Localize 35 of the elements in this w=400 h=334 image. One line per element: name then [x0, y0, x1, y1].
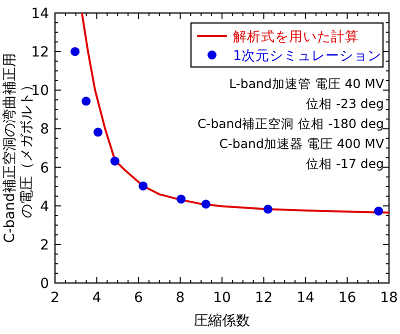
annotation: 位相 -23 deg [306, 96, 384, 111]
point [374, 206, 384, 216]
y-tick-label: 14 [31, 6, 50, 22]
annotation: C-band加速器 電圧 400 MV [219, 136, 384, 151]
legend-label: 1次元シミュレーション [233, 48, 382, 64]
point [176, 194, 186, 204]
point [82, 96, 91, 106]
y-tick-label: 4 [40, 198, 50, 215]
x-tick-label: 4 [92, 290, 102, 306]
point [138, 181, 148, 190]
y-tick-label: 8 [40, 122, 49, 138]
y-tick-label: 0 [40, 276, 49, 292]
point [110, 156, 120, 166]
annotation: L-band加速管 電圧 40 MV [229, 76, 384, 91]
annotation: 位相 -17 deg [306, 156, 384, 171]
x-tick-label: 2 [50, 290, 60, 306]
x-tick-label: 10 [213, 290, 231, 306]
x-tick-label: 16 [338, 290, 356, 306]
x-tick-label: 8 [176, 290, 185, 306]
annotation: C-band補正空洞 位相 -180 deg [197, 116, 384, 131]
x-axis-title: 圧縮係数 [194, 313, 250, 329]
y-tick-label: 6 [40, 160, 50, 176]
point [201, 200, 210, 209]
point [94, 128, 103, 137]
y-tick-label: 10 [31, 83, 49, 100]
x-tick-label: 14 [296, 290, 314, 306]
x-tick-label: 18 [380, 290, 398, 306]
x-tick-label: 6 [134, 290, 144, 306]
line-series [80, 13, 389, 214]
legend-label: 解析式を用いた計算 [233, 29, 359, 45]
point [263, 204, 272, 214]
y-tick-label: 12 [31, 44, 49, 61]
point [70, 47, 80, 56]
x-tick-label: 12 [254, 290, 273, 306]
y-tick-label: 2 [40, 237, 49, 254]
